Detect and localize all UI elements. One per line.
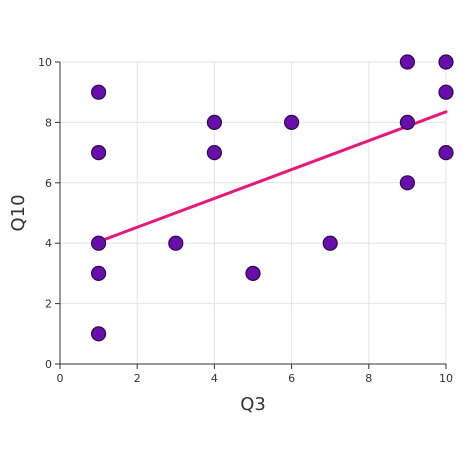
x-tick-label: 0 bbox=[57, 372, 64, 385]
y-tick-label: 10 bbox=[38, 56, 52, 69]
x-tick-label: 4 bbox=[211, 372, 218, 385]
scatter-point bbox=[322, 235, 338, 251]
grid bbox=[59, 61, 447, 365]
x-axis-title: Q3 bbox=[240, 394, 266, 415]
scatter-point bbox=[399, 114, 415, 131]
scatter-point bbox=[90, 84, 107, 100]
scatter-point bbox=[90, 326, 107, 342]
scatter-point bbox=[90, 235, 107, 251]
scatter-point bbox=[90, 265, 107, 281]
scatter-point bbox=[90, 145, 107, 161]
x-tick-label: 8 bbox=[365, 372, 372, 385]
scatter-point bbox=[168, 235, 184, 251]
scatter-point bbox=[206, 145, 222, 161]
scatter-point bbox=[206, 114, 222, 131]
data-series bbox=[90, 54, 454, 342]
y-tick-label: 2 bbox=[45, 298, 52, 311]
scatter-point bbox=[438, 54, 454, 70]
tick-labels: 0 2 4 6 8 10 0 2 4 6 8 10 bbox=[38, 56, 453, 385]
y-tick-label: 6 bbox=[45, 177, 52, 190]
scatter-point bbox=[399, 54, 415, 70]
y-tick-label: 8 bbox=[45, 116, 52, 129]
x-tick-label: 6 bbox=[288, 372, 295, 385]
y-axis-title: Q10 bbox=[8, 194, 29, 231]
trend-line bbox=[97, 110, 448, 244]
scatter-point bbox=[438, 145, 454, 161]
axes bbox=[55, 61, 447, 369]
scatter-point bbox=[245, 265, 261, 281]
scatter-point bbox=[438, 84, 454, 100]
scatter-point bbox=[284, 114, 300, 131]
y-tick-label: 0 bbox=[45, 358, 52, 371]
y-tick-label: 4 bbox=[45, 237, 52, 250]
scatter-point bbox=[399, 175, 415, 191]
x-tick-label: 2 bbox=[134, 372, 141, 385]
x-tick-label: 10 bbox=[439, 372, 453, 385]
